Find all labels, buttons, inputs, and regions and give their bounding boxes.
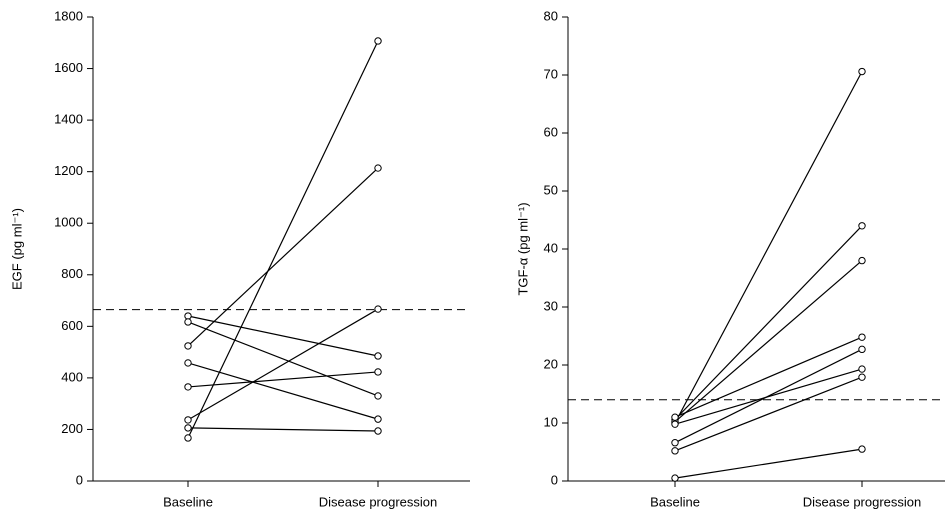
y-tick-label: 20 — [544, 356, 558, 371]
y-tick-label: 800 — [61, 266, 83, 281]
y-tick-label: 200 — [61, 421, 83, 436]
subject-line — [674, 448, 863, 479]
x-tick-label: Baseline — [650, 494, 700, 509]
y-tick-label: 1000 — [54, 215, 83, 230]
subject-line — [187, 371, 379, 388]
subject-line — [674, 71, 863, 424]
x-tick-label: Disease progression — [803, 494, 922, 509]
y-tick-label: 400 — [61, 369, 83, 384]
y-tick-label: 10 — [544, 414, 558, 429]
point — [858, 333, 866, 341]
y-tick-label: 60 — [544, 124, 558, 139]
subject-line — [187, 427, 379, 432]
subject-line — [187, 321, 379, 397]
y-tick-label: 40 — [544, 240, 558, 255]
point — [184, 383, 192, 391]
point — [374, 368, 382, 376]
point — [184, 342, 192, 350]
y-tick-label: 80 — [544, 8, 558, 23]
point — [671, 439, 679, 447]
y-axis-label: TGF-α (pg ml⁻¹) — [515, 202, 530, 295]
point — [671, 413, 679, 421]
point — [374, 352, 382, 360]
subject-line — [674, 225, 863, 420]
y-axis-label: EGF (pg ml⁻¹) — [9, 208, 24, 290]
subject-line — [674, 368, 863, 425]
point — [374, 427, 382, 435]
point — [374, 164, 382, 172]
subject-line — [187, 40, 379, 439]
subject-line — [187, 362, 379, 420]
point — [184, 416, 192, 424]
y-tick-label: 0 — [551, 472, 558, 487]
point — [671, 474, 679, 482]
point — [858, 445, 866, 453]
point — [858, 365, 866, 373]
point — [184, 318, 192, 326]
y-tick-label: 1600 — [54, 60, 83, 75]
y-tick-label: 1200 — [54, 163, 83, 178]
point — [671, 447, 679, 455]
y-tick-label: 600 — [61, 318, 83, 333]
point — [858, 222, 866, 230]
subject-line — [187, 315, 379, 357]
x-tick-label: Baseline — [163, 494, 213, 509]
point — [374, 392, 382, 400]
point — [858, 67, 866, 76]
point — [374, 37, 382, 45]
y-tick-label: 1400 — [54, 112, 83, 127]
point — [858, 256, 866, 265]
subject-line — [187, 308, 379, 421]
point — [184, 359, 192, 367]
point — [671, 420, 679, 428]
subject-line — [674, 260, 863, 423]
y-tick-label: 70 — [544, 66, 558, 81]
point — [374, 415, 382, 423]
point — [184, 434, 192, 442]
point — [858, 373, 866, 381]
point — [184, 424, 192, 432]
subject-line — [674, 336, 863, 418]
y-tick-label: 0 — [76, 472, 83, 487]
point — [374, 305, 382, 313]
x-tick-label: Disease progression — [319, 494, 438, 509]
point — [858, 345, 866, 354]
y-tick-label: 30 — [544, 298, 558, 313]
subject-line — [187, 167, 379, 347]
subject-line — [674, 376, 863, 452]
y-tick-label: 50 — [544, 182, 558, 197]
y-tick-label: 1800 — [54, 8, 83, 23]
